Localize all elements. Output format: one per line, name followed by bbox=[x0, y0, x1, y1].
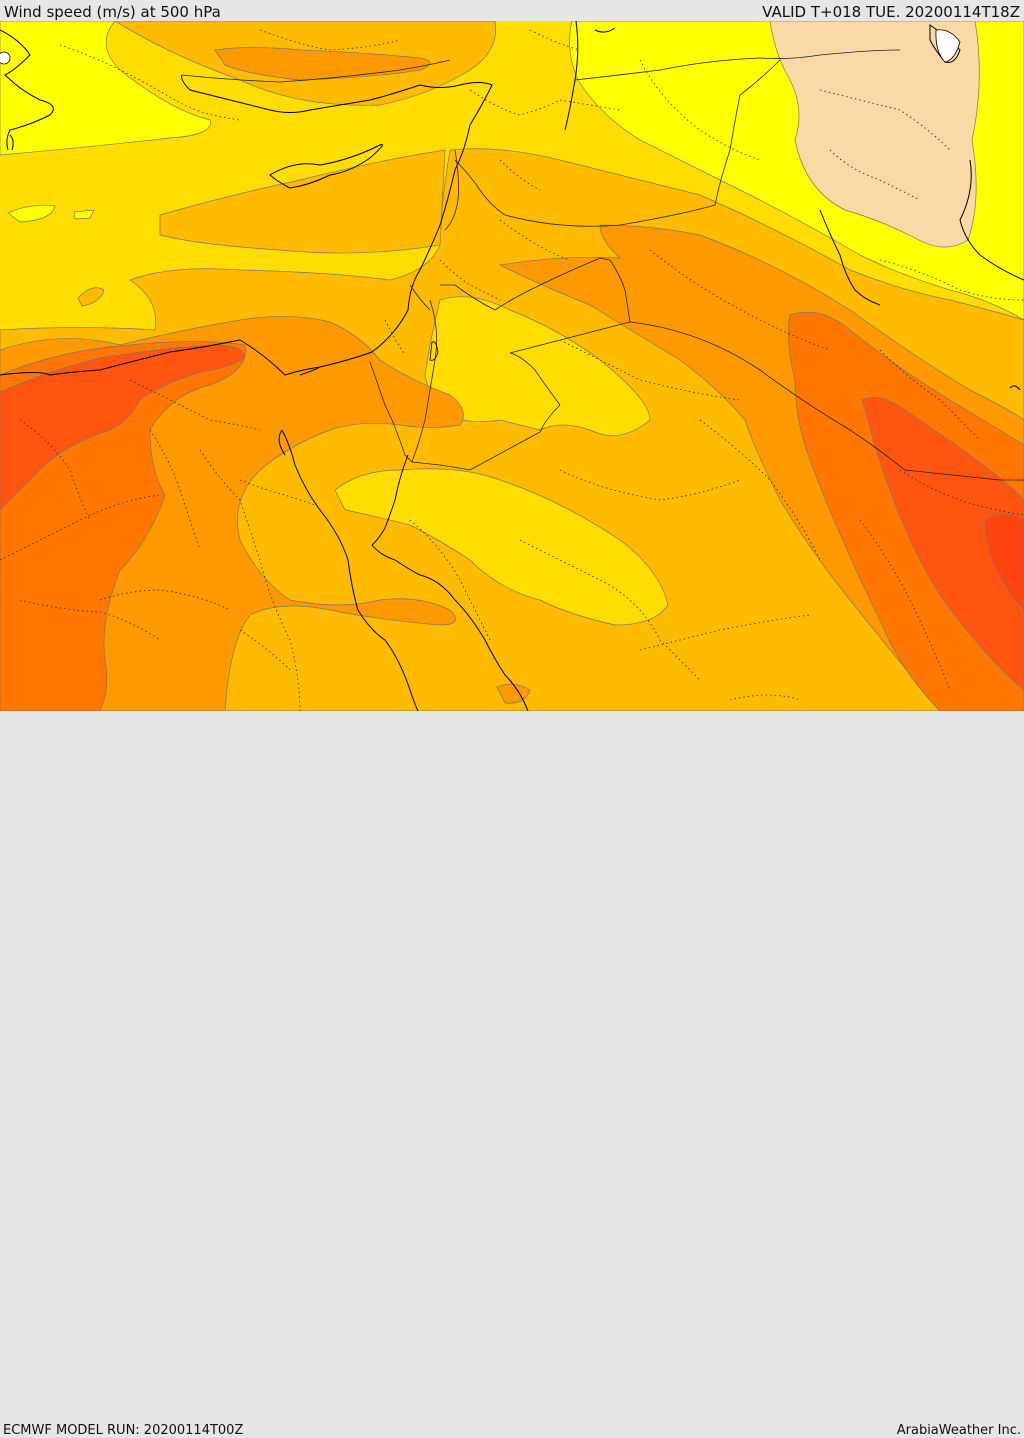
speed-band-level-6-core bbox=[984, 513, 1024, 611]
speed-band-level-6-west bbox=[0, 344, 246, 511]
coastlines bbox=[0, 21, 1024, 711]
footer-bar: ECMWF MODEL RUN: 20200114T00Z ArabiaWeat… bbox=[0, 711, 1024, 1438]
speed-band-level-4-north bbox=[214, 47, 431, 81]
speed-band-level-1-small-2 bbox=[73, 209, 95, 220]
speed-band-level-2-sinai bbox=[334, 468, 669, 626]
speed-band-level-6-east bbox=[861, 397, 1024, 691]
credit-text: ArabiaWeather Inc. bbox=[896, 1423, 1021, 1438]
lake-small bbox=[0, 51, 11, 65]
speed-band-level-3-west bbox=[159, 149, 446, 254]
model-run: ECMWF MODEL RUN: 20200114T00Z bbox=[3, 1423, 244, 1438]
dead-sea bbox=[429, 341, 439, 361]
country-borders bbox=[181, 49, 1024, 481]
speed-band-level-1-northwest bbox=[0, 21, 211, 156]
speed-band-level-1-small-1 bbox=[7, 204, 56, 223]
map-title: Wind speed (m/s) at 500 hPa bbox=[4, 3, 221, 21]
weather-map bbox=[0, 21, 1024, 711]
speed-band-lightest-northeast bbox=[769, 21, 980, 248]
valid-time: VALID T+018 TUE. 20200114T18Z bbox=[762, 3, 1020, 21]
lake-van bbox=[935, 29, 961, 63]
provincial-boundaries bbox=[0, 29, 1024, 711]
speed-band-level-3-small bbox=[77, 287, 105, 307]
header-bar: Wind speed (m/s) at 500 hPa VALID T+018 … bbox=[0, 0, 1024, 21]
